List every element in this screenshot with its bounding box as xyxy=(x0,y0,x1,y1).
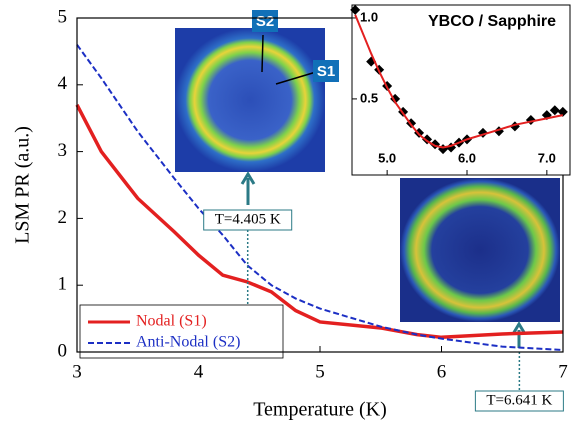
inset-x-tick-label: 6.0 xyxy=(458,150,476,165)
fit-line xyxy=(354,14,564,149)
inset-y-tick-label: 1.0 xyxy=(360,9,378,24)
series-line xyxy=(76,44,564,351)
legend-label: Nodal (S1) xyxy=(136,313,207,330)
x-tick-label: 5 xyxy=(315,361,325,382)
plot-frame xyxy=(76,17,564,353)
heatmap-image xyxy=(175,28,325,172)
x-tick-label: 4 xyxy=(194,361,204,382)
annotation: T=6.641 K xyxy=(486,392,552,408)
y-tick-label: 4 xyxy=(58,73,68,94)
y-tick-label: 2 xyxy=(58,207,68,228)
image-label: S1 xyxy=(317,63,335,80)
data-point xyxy=(350,4,361,15)
annotation-box xyxy=(203,209,293,231)
image-label: S2 xyxy=(256,13,274,30)
arrow xyxy=(240,171,256,205)
inset-x-tick-label: 5.0 xyxy=(378,150,396,165)
y-tick-label: 1 xyxy=(58,274,68,295)
legend-label: Anti-Nodal (S2) xyxy=(136,334,240,351)
x-tick-label: 7 xyxy=(558,361,568,382)
x-tick-label: 3 xyxy=(72,361,82,382)
y-tick-label: 0 xyxy=(58,340,68,361)
x-axis-label: Temperature (K) xyxy=(253,399,387,421)
heatmap-image xyxy=(400,178,560,322)
legend-box xyxy=(79,304,284,359)
x-tick-label: 6 xyxy=(437,361,447,382)
inset-title: YBCO / Sapphire xyxy=(428,13,556,30)
pointer xyxy=(261,34,264,73)
annotation: T=4.405 K xyxy=(215,211,281,227)
inset-y-tick-label: 0.5 xyxy=(360,90,378,105)
label-box xyxy=(252,10,278,32)
data-point xyxy=(549,105,560,116)
annotation-box xyxy=(474,390,564,412)
arrow xyxy=(511,321,527,348)
y-tick-label: 5 xyxy=(58,6,68,27)
y-axis-label: LSM PR (a.u.) xyxy=(12,126,34,244)
label-box xyxy=(313,60,339,82)
inset-x-tick-label: 7.0 xyxy=(538,150,556,165)
pointer xyxy=(275,71,317,85)
y-tick-label: 3 xyxy=(58,140,68,161)
data-point xyxy=(557,106,568,117)
